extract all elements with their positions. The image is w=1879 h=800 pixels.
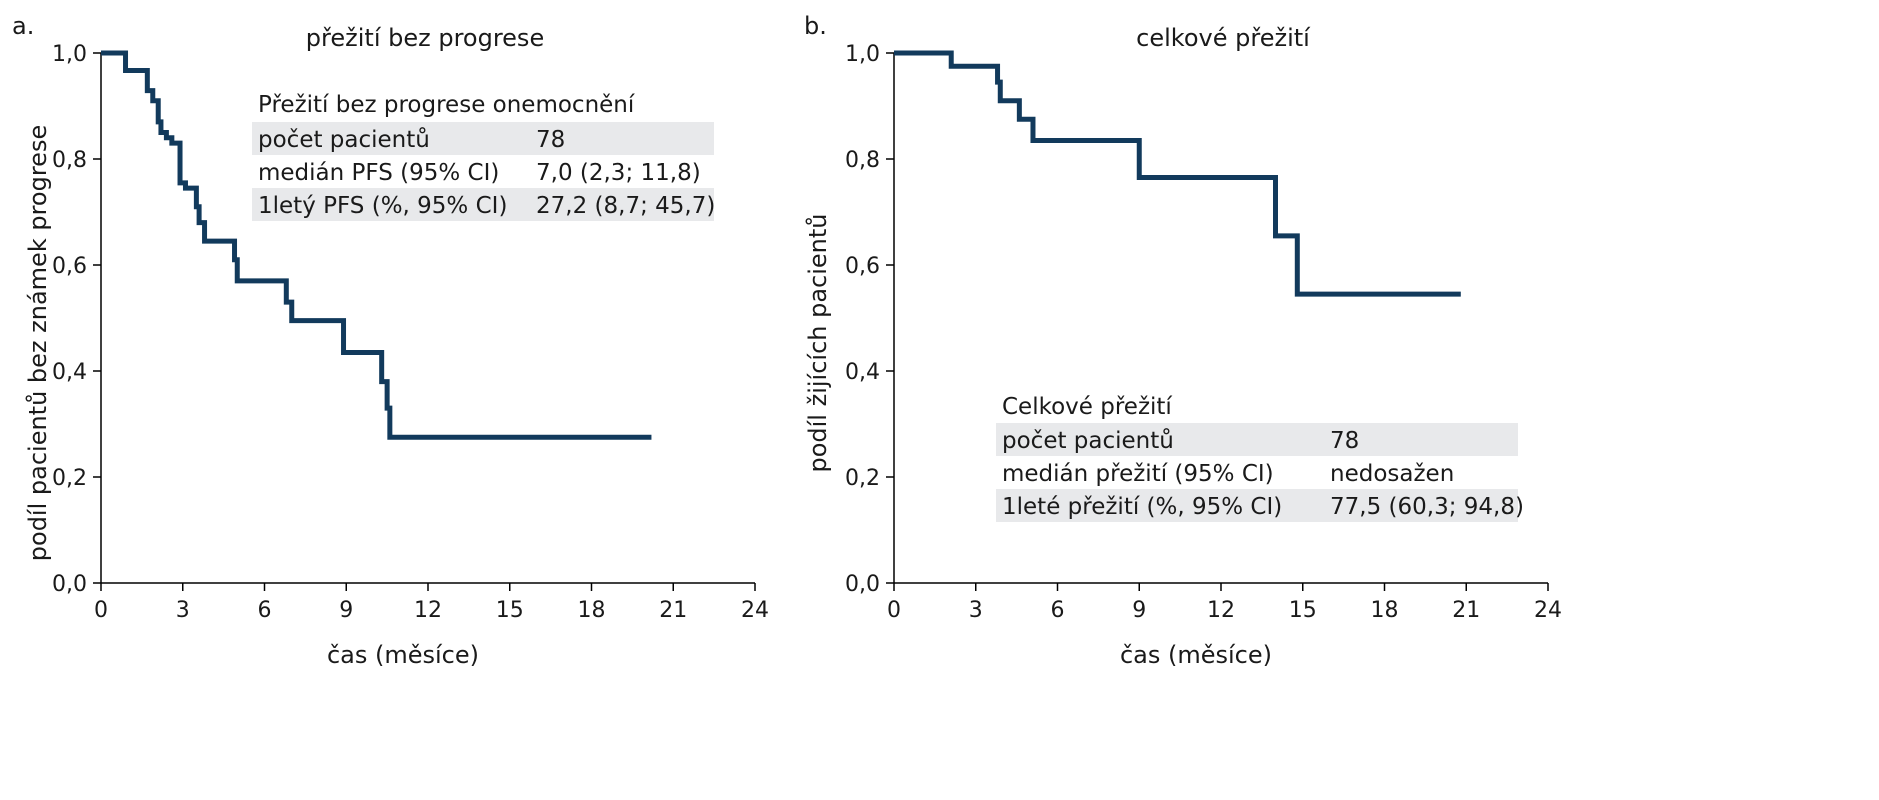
table-row-value: 7,0 (2,3; 11,8): [536, 160, 701, 186]
x-tick-label: 12: [414, 598, 442, 623]
table-row-value: 78: [1330, 428, 1359, 454]
y-tick-label: 0,4: [845, 360, 880, 385]
table-row-label: medián PFS (95% CI): [258, 160, 499, 186]
x-tick-label: 24: [1534, 598, 1562, 623]
x-tick-label: 3: [969, 598, 983, 623]
panel-label: a.: [12, 12, 34, 40]
x-tick-label: 18: [1371, 598, 1399, 623]
x-axis-title: čas (měsíce): [327, 641, 479, 669]
y-tick-label: 0,4: [52, 360, 87, 385]
table-row-value: 27,2 (8,7; 45,7): [536, 193, 715, 219]
table-row-shading: [996, 423, 1518, 456]
survival-curve: [101, 50, 652, 440]
table-title: Přežití bez progrese onemocnění: [258, 92, 635, 118]
table-row-label: počet pacientů: [1002, 427, 1174, 454]
y-tick-label: 0,0: [52, 572, 87, 597]
x-tick-label: 12: [1207, 598, 1235, 623]
y-tick-label: 0,6: [52, 254, 87, 279]
y-tick-label: 0,2: [845, 466, 880, 491]
y-tick-label: 1,0: [52, 42, 87, 67]
y-tick-label: 0,0: [845, 572, 880, 597]
y-axis-title: podíl žijících pacientů: [804, 213, 832, 472]
y-tick-label: 0,8: [845, 148, 880, 173]
x-tick-label: 15: [496, 598, 524, 623]
table-title: Celkové přežití: [1002, 394, 1172, 420]
table-row-shading: [252, 122, 714, 155]
chart-title: celkové přežití: [1136, 24, 1311, 52]
x-tick-label: 24: [741, 598, 769, 623]
table-row-label: 1letý PFS (%, 95% CI): [258, 193, 507, 219]
x-tick-label: 9: [339, 598, 353, 623]
table-row-value: 77,5 (60,3; 94,8): [1330, 494, 1524, 520]
table-row-shading: [252, 188, 714, 221]
y-tick-label: 0,8: [52, 148, 87, 173]
table-row-value: 78: [536, 127, 565, 153]
x-tick-label: 21: [659, 598, 687, 623]
stats-table: Celkové přežití počet pacientů 78 medián př…: [996, 394, 1524, 522]
table-row-label: 1leté přežití (%, 95% CI): [1002, 494, 1282, 520]
survival-curve: [894, 50, 1461, 297]
x-tick-label: 6: [1051, 598, 1065, 623]
y-axis-title: podíl pacientů bez známek progrese: [24, 125, 52, 561]
x-tick-label: 0: [94, 598, 108, 623]
table-row-value: nedosažen: [1330, 461, 1454, 487]
table-row-label: medián přežití (95% CI): [1002, 461, 1274, 487]
x-tick-label: 3: [176, 598, 190, 623]
table-row-label: počet pacientů: [258, 126, 430, 153]
x-tick-label: 0: [887, 598, 901, 623]
stats-table: Přežití bez progrese onemocnění počet pac…: [252, 92, 715, 221]
y-tick-label: 1,0: [845, 42, 880, 67]
x-tick-label: 9: [1132, 598, 1146, 623]
x-tick-label: 18: [578, 598, 606, 623]
x-tick-label: 15: [1289, 598, 1317, 623]
x-tick-label: 21: [1452, 598, 1480, 623]
chart-panel-a: a. přežití bez progrese 0 3 6 9 12 15 18 21 24 0,0 0…: [12, 12, 769, 669]
table-row-shading: [996, 489, 1518, 522]
panel-label: b.: [804, 12, 827, 40]
y-tick-label: 0,2: [52, 466, 87, 491]
chart-title: přežití bez progrese: [306, 24, 544, 52]
chart-panel-b: b. celkové přežití 0 3 6 9 12 15 18 21 24 0,0 0,2 0,4…: [804, 12, 1562, 669]
x-tick-label: 6: [258, 598, 272, 623]
y-tick-label: 0,6: [845, 254, 880, 279]
x-axis-title: čas (měsíce): [1120, 641, 1272, 669]
